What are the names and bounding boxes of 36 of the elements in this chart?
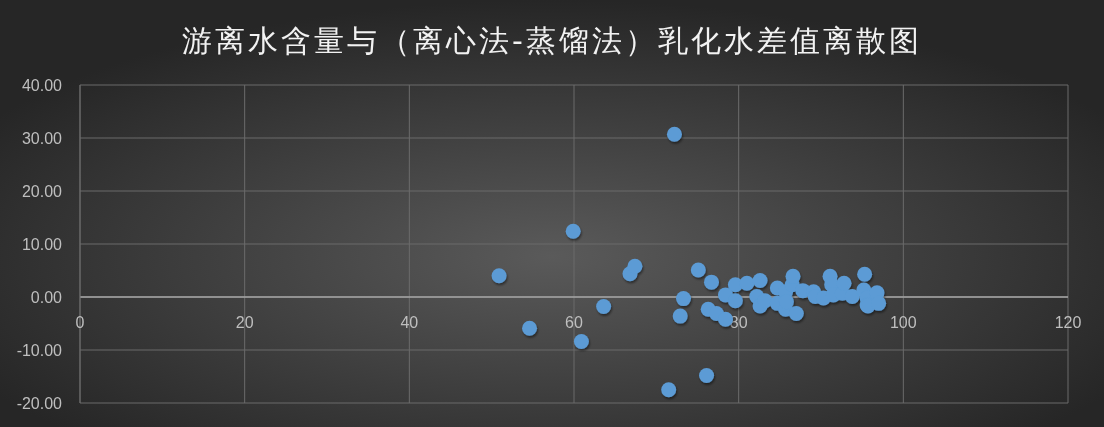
point — [739, 275, 755, 291]
point — [844, 288, 860, 304]
point — [752, 273, 768, 289]
point — [565, 223, 581, 239]
y-tick-label: 0.00 — [30, 288, 63, 306]
y-tick-label: 40.00 — [21, 76, 63, 94]
point — [596, 299, 612, 315]
point — [676, 291, 691, 307]
chart-title: 游离水含量与（离心法-蒸馏法）乳化水差值离散图 — [182, 23, 922, 58]
point — [836, 275, 852, 291]
x-tick-label: 60 — [565, 314, 583, 331]
point — [627, 258, 643, 274]
point — [857, 266, 873, 282]
point — [690, 262, 706, 278]
x-tick-label: 40 — [400, 314, 419, 331]
point — [661, 382, 677, 398]
x-tick-label: 120 — [1054, 314, 1082, 331]
point — [788, 305, 804, 321]
point — [573, 334, 589, 350]
y-tick-label: -20.00 — [16, 394, 63, 412]
x-tick-label: 0 — [75, 314, 85, 331]
y-tick-label: 20.00 — [21, 182, 63, 200]
point — [491, 268, 507, 284]
point — [699, 367, 715, 383]
point — [666, 126, 682, 142]
point — [727, 293, 743, 309]
x-tick-label: 20 — [235, 314, 254, 331]
point — [704, 274, 719, 290]
y-tick-label: 30.00 — [21, 129, 63, 147]
y-tick-label: 10.00 — [21, 235, 63, 253]
point — [785, 268, 801, 284]
x-tick-label: 100 — [889, 314, 917, 331]
point — [522, 320, 538, 336]
point — [871, 295, 887, 311]
point — [672, 308, 688, 324]
y-tick-label: -10.00 — [16, 341, 63, 359]
